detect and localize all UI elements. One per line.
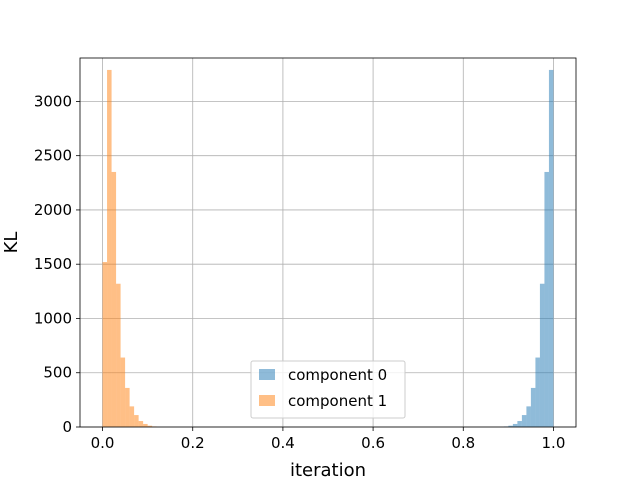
- histogram-bar-component-1: [125, 387, 130, 427]
- histogram-bar-component-0: [508, 425, 513, 427]
- y-tick-label: 2000: [34, 201, 72, 219]
- histogram-bar-component-0: [530, 387, 536, 427]
- legend: component 0 component 1: [250, 360, 406, 419]
- y-tick-label: 0: [62, 418, 72, 436]
- y-tick-label: 1500: [34, 255, 72, 273]
- histogram-bar-component-1: [116, 283, 121, 427]
- y-tick-label: 1000: [34, 309, 72, 327]
- histogram-bar-component-1: [129, 406, 135, 427]
- legend-swatch-component-1: [259, 395, 275, 406]
- legend-swatch-component-0: [259, 369, 275, 380]
- histogram-bar-component-1: [111, 171, 117, 427]
- grid-lines: [80, 58, 576, 428]
- y-tick-label: 500: [43, 364, 72, 382]
- histogram-bar-component-1: [143, 423, 148, 427]
- histogram-bar-component-0: [539, 283, 545, 427]
- legend-label-component-1: component 1: [288, 392, 387, 410]
- axis-ticks: 0.0 0.2 0.4 0.6 0.8 1.0 0 500 1000 1500 2000 2500 30…: [34, 92, 566, 452]
- y-tick-label: 3000: [34, 92, 72, 110]
- histogram-bar-component-1: [147, 425, 153, 427]
- y-axis-label: KL: [1, 232, 22, 254]
- histogram-bar-component-0: [517, 421, 522, 427]
- histogram-bar-component-1: [134, 415, 139, 427]
- plot-area: [79, 57, 577, 428]
- histogram-bar-component-1: [107, 69, 112, 427]
- histogram-bar-component-1: [102, 262, 108, 427]
- histogram-bar-component-0: [544, 171, 549, 427]
- legend-label-component-0: component 0: [288, 366, 387, 384]
- x-tick-label: 0.8: [451, 434, 475, 452]
- histogram-bar-component-1: [138, 421, 144, 427]
- histogram-bar-component-0: [521, 415, 527, 427]
- x-tick-label: 0.6: [361, 434, 385, 452]
- histogram-bar-component-0: [526, 406, 531, 427]
- legend-box: [250, 360, 406, 419]
- histogram-bar-component-0: [512, 423, 518, 427]
- x-tick-label: 0.4: [271, 434, 295, 452]
- histogram-bars: [102, 69, 554, 427]
- histogram-bar-component-1: [120, 357, 126, 427]
- histogram-bar-component-0: [548, 69, 554, 427]
- x-tick-label: 0.2: [181, 434, 205, 452]
- x-axis-label: iteration: [290, 460, 366, 480]
- y-tick-label: 2500: [34, 147, 72, 165]
- x-tick-label: 0.0: [91, 434, 115, 452]
- histogram-bar-component-0: [535, 357, 540, 427]
- x-tick-label: 1.0: [542, 434, 566, 452]
